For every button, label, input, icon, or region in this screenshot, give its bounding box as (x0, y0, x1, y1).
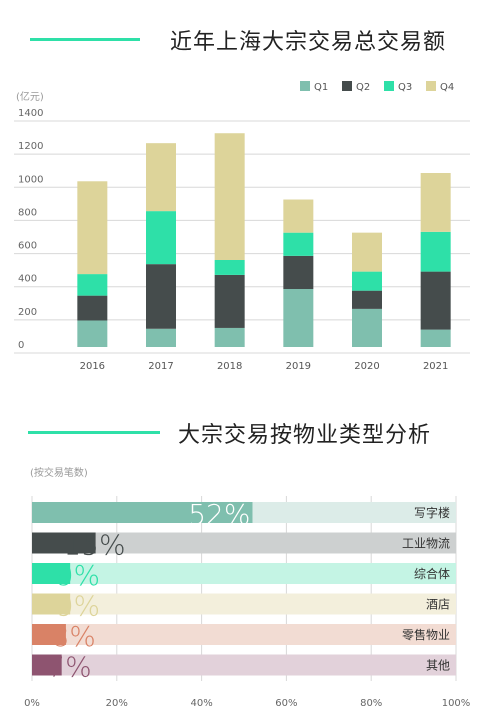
legend-label: Q2 (356, 82, 370, 93)
bar-segment (352, 290, 382, 309)
category-label: 其他 (426, 659, 450, 673)
x-tick-label: 2018 (217, 361, 242, 372)
bar-segment (77, 274, 108, 296)
x-tick-label: 2017 (148, 361, 173, 372)
y-tick-label: 1000 (18, 174, 43, 185)
bar-segment (77, 295, 108, 321)
category-label: 零售物业 (402, 627, 450, 642)
x-tick-label: 100% (442, 698, 471, 709)
legend-swatch (384, 81, 394, 91)
x-unit-label: (按交易笔数) (30, 466, 88, 479)
y-tick-label: 600 (18, 241, 37, 252)
y-tick-label: 800 (18, 207, 37, 218)
section-title: 大宗交易按物业类型分析 (178, 423, 432, 448)
stacked-bar-chart: (亿元) Q1 Q2 Q3 Q4 0 200 400 600 800 1000 1200 1400 201… (14, 81, 470, 372)
y-unit-label: (亿元) (16, 90, 44, 103)
bar (32, 654, 62, 676)
horizontal-bar-chart: (按交易笔数) 0% 20% 40% 60% 80% 100% 52% 写字楼 15% 工业物流 9%… (24, 466, 471, 709)
bar-segment (420, 329, 451, 347)
y-tick-label: 200 (18, 307, 37, 318)
x-tick-label: 40% (190, 698, 212, 709)
bar-segment (352, 232, 382, 272)
x-tick-label: 2020 (354, 361, 379, 372)
bar (32, 624, 66, 645)
bar-value-label: 8% (51, 620, 95, 653)
bar-segment (146, 143, 176, 212)
bar (32, 563, 71, 584)
bar-track (32, 593, 456, 615)
category-label: 写字楼 (414, 505, 450, 520)
bar-track (32, 532, 456, 554)
category-label: 工业物流 (402, 537, 450, 551)
bar (32, 593, 71, 615)
bar-segment (283, 232, 314, 256)
section-divider-line (30, 38, 140, 41)
bar-segment (214, 274, 245, 328)
bar-segment (420, 173, 451, 232)
legend-swatch (342, 81, 352, 91)
bar-segment (420, 231, 451, 272)
bar-segment (352, 308, 382, 347)
bar-segment (77, 320, 108, 347)
bar-segment (283, 255, 314, 289)
legend-swatch (426, 81, 436, 91)
bar-segment (146, 211, 176, 265)
bar-value-label: 15% (63, 529, 125, 562)
bar-value-label: 52% (188, 498, 250, 531)
section-divider-line (28, 431, 160, 434)
x-tick-label: 80% (360, 698, 382, 709)
bar-segment (214, 133, 245, 260)
bar-segment (420, 271, 451, 330)
bar-segment (352, 271, 382, 291)
category-label: 酒店 (426, 598, 450, 612)
page-title: 近年上海大宗交易总交易额 (170, 30, 447, 55)
x-tick-label: 0% (24, 698, 40, 709)
y-tick-label: 0 (18, 340, 24, 351)
category-label: 综合体 (414, 566, 450, 581)
bar-value-label: 7% (47, 651, 91, 684)
bar-value-label: 9% (56, 590, 100, 623)
y-tick-label: 1400 (18, 108, 43, 119)
x-tick-label: 60% (275, 698, 297, 709)
y-tick-label: 1200 (18, 141, 43, 152)
bar-segment (214, 260, 245, 275)
bar-segment (146, 328, 176, 347)
x-tick-label: 2021 (423, 361, 448, 372)
bar-segment (77, 181, 108, 275)
bar-segment (283, 199, 314, 233)
bar-value-label: 9% (56, 559, 100, 592)
x-tick-label: 2019 (286, 361, 311, 372)
bar (32, 502, 253, 523)
legend-label: Q3 (398, 82, 412, 93)
legend-label: Q4 (440, 82, 454, 93)
x-tick-label: 2016 (80, 361, 105, 372)
bar-segment (283, 289, 314, 347)
legend-swatch (300, 81, 310, 91)
bar (32, 532, 96, 554)
y-tick-label: 400 (18, 274, 37, 285)
bar-track (32, 654, 456, 676)
x-tick-label: 20% (106, 698, 128, 709)
bar-track (32, 563, 456, 584)
bar-track (32, 624, 456, 645)
bar-segment (214, 327, 245, 347)
bar-segment (146, 264, 176, 329)
legend-label: Q1 (314, 82, 328, 93)
